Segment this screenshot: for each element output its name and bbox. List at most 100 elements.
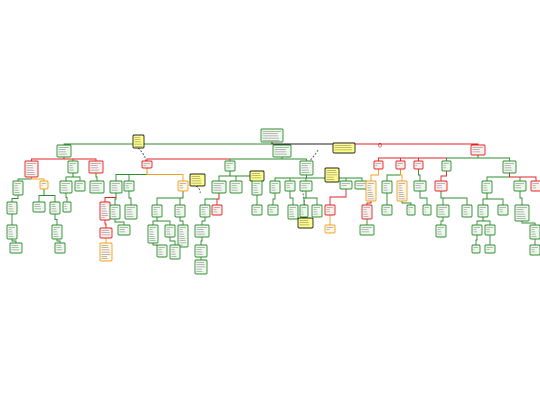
node: [117, 224, 131, 236]
edge: [281, 157, 307, 161]
note-link: [195, 185, 201, 194]
node: [324, 204, 336, 216]
edge: [54, 214, 58, 225]
node: [9, 242, 23, 254]
edge: [440, 191, 468, 205]
node: [267, 204, 279, 216]
edge: [401, 201, 412, 205]
edge: [179, 217, 184, 225]
node: [395, 160, 406, 170]
note: [189, 173, 206, 187]
node: [471, 224, 483, 236]
edge: [329, 189, 347, 205]
edge: [440, 171, 447, 181]
node: [471, 244, 481, 254]
note: [297, 217, 314, 229]
edge: [475, 235, 478, 245]
badge: 0: [378, 143, 382, 150]
node: [477, 204, 489, 218]
edge: [63, 157, 97, 161]
node: [62, 201, 72, 213]
node: [141, 160, 153, 169]
node: [99, 227, 113, 239]
node: [164, 224, 176, 238]
edge: [521, 221, 536, 225]
edge: [477, 155, 510, 161]
node: [269, 180, 281, 194]
node: [199, 204, 211, 218]
node: [211, 180, 227, 194]
node: [481, 180, 493, 194]
node: [441, 160, 452, 172]
node: [434, 180, 448, 192]
node: [24, 160, 39, 178]
node: [251, 204, 263, 216]
node: [284, 180, 296, 192]
edge: [440, 217, 444, 225]
node: [49, 201, 61, 215]
node: [194, 244, 208, 258]
edge: [272, 193, 276, 205]
node: [484, 224, 496, 236]
node: [151, 204, 163, 218]
node: [513, 180, 527, 192]
edge: [419, 191, 428, 205]
node: [123, 180, 135, 192]
node: [32, 201, 46, 213]
note: [132, 134, 145, 149]
edge: [418, 169, 421, 181]
edge: [156, 217, 171, 225]
node: [88, 160, 104, 174]
edge: [509, 173, 537, 181]
node: [194, 224, 210, 238]
node: [502, 160, 517, 174]
node: [484, 244, 496, 254]
node: [413, 160, 424, 170]
node: [381, 180, 393, 194]
edge: [305, 191, 318, 205]
node: [89, 180, 105, 194]
node: [177, 224, 189, 248]
node: [529, 244, 540, 256]
edge: [486, 193, 504, 205]
node: [311, 204, 323, 218]
edge: [114, 193, 117, 205]
node: [514, 204, 530, 222]
edge: [200, 237, 203, 245]
node: [74, 180, 86, 192]
edge: [179, 191, 184, 205]
edge: [31, 177, 45, 181]
note-link: [137, 147, 147, 162]
edges: [11, 142, 537, 260]
edge: [482, 217, 491, 225]
edge: [104, 220, 107, 228]
node: [272, 144, 292, 158]
edge: [56, 239, 61, 243]
edge: [366, 201, 372, 205]
node: [211, 204, 223, 216]
node: [470, 144, 486, 156]
node: [396, 180, 408, 202]
node: [365, 180, 377, 202]
edge: [370, 169, 379, 181]
node: [174, 204, 186, 218]
node: [67, 160, 79, 174]
node: [324, 224, 336, 234]
note: [332, 142, 356, 154]
edge: [43, 189, 56, 202]
edge: [519, 191, 523, 205]
node: [56, 144, 72, 158]
edge: [114, 219, 125, 225]
edge: [72, 173, 81, 181]
node: [359, 224, 375, 236]
edge: [400, 169, 403, 181]
note: [249, 170, 265, 182]
node: [229, 180, 243, 194]
edge: [11, 195, 19, 202]
node: [406, 204, 416, 216]
node: [260, 128, 284, 143]
node: [381, 204, 393, 216]
nodes: [6, 128, 540, 275]
